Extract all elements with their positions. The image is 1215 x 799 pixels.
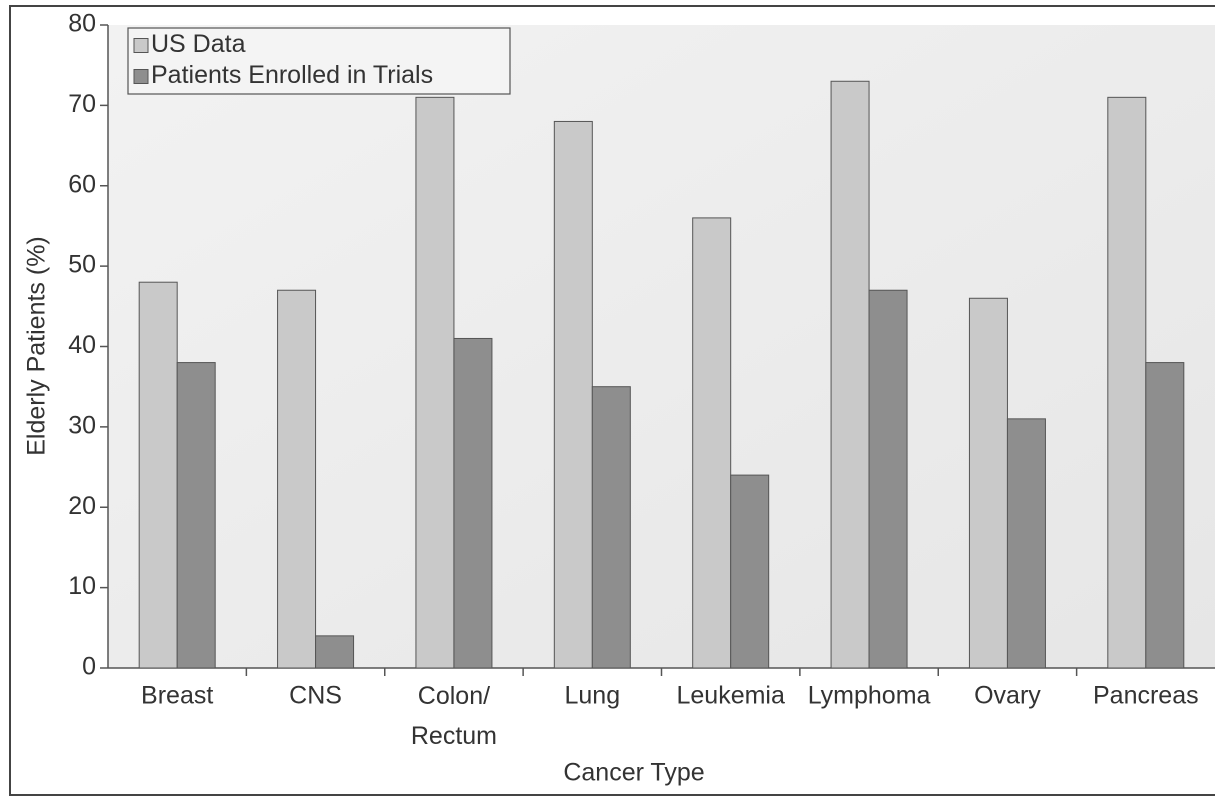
x-tick-label: Lung — [565, 682, 621, 710]
legend-swatch — [133, 38, 149, 53]
bar — [692, 217, 732, 669]
bar — [453, 337, 493, 669]
bar — [591, 386, 631, 669]
bar — [415, 96, 455, 669]
bar — [1006, 418, 1046, 669]
legend-box — [127, 27, 511, 95]
bar — [1107, 96, 1147, 669]
x-tick-label: Ovary — [974, 682, 1041, 710]
x-tick-label: Breast — [141, 682, 213, 710]
bar — [730, 474, 770, 669]
y-tick-label: 40 — [68, 331, 96, 359]
y-tick-label: 70 — [68, 90, 96, 118]
bar — [176, 362, 216, 669]
legend-swatch — [133, 69, 149, 84]
y-tick-label: 50 — [68, 251, 96, 279]
legend-label: Patients Enrolled in Trials — [151, 61, 433, 89]
y-tick-label: 30 — [68, 411, 96, 439]
plot-area — [108, 25, 1215, 668]
bar — [315, 635, 355, 669]
x-axis-label: Cancer Type — [563, 759, 704, 787]
x-tick-label: Colon/Rectum — [411, 682, 497, 750]
bar — [1145, 362, 1185, 669]
bar — [968, 297, 1008, 669]
y-tick-label: 0 — [82, 653, 96, 681]
y-tick-label: 60 — [68, 170, 96, 198]
y-tick-label: 20 — [68, 492, 96, 520]
y-tick-label: 80 — [68, 10, 96, 38]
x-tick-label: Leukemia — [676, 682, 784, 710]
x-tick-label: CNS — [289, 682, 342, 710]
bar — [553, 120, 593, 669]
bar — [138, 281, 178, 669]
x-tick-label: Lymphoma — [808, 682, 931, 710]
x-tick-label: Pancreas — [1093, 682, 1199, 710]
bar — [868, 289, 908, 669]
legend-label: US Data — [151, 30, 246, 58]
bar — [277, 289, 317, 669]
y-axis-label: Elderly Patients (%) — [23, 236, 51, 456]
y-tick-label: 10 — [68, 572, 96, 600]
bar — [830, 80, 870, 669]
